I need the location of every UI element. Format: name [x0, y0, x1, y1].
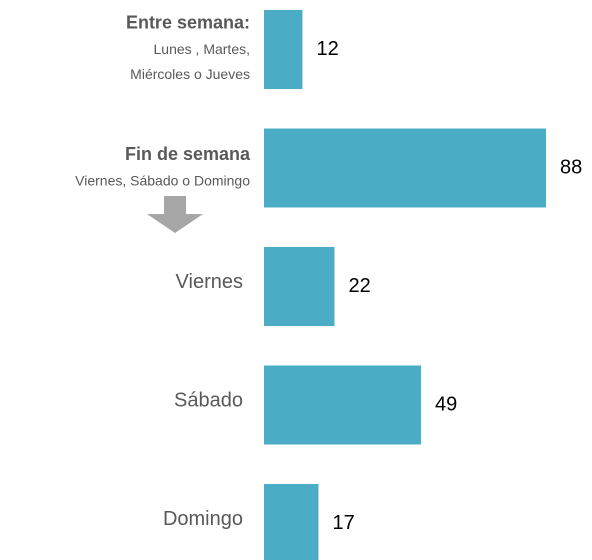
bar: [264, 10, 303, 89]
category-label: Sábado: [174, 389, 243, 411]
bar: [264, 484, 319, 560]
bar: [264, 128, 546, 208]
category-label: Entre semana:: [126, 12, 250, 32]
value-label: 49: [435, 393, 457, 415]
value-label: 12: [316, 38, 338, 60]
value-label: 17: [332, 512, 354, 534]
category-label: Domingo: [163, 508, 243, 530]
category-label: Fin de semana: [125, 144, 251, 164]
category-note: Miércoles o Jueves: [130, 66, 250, 82]
category-note: Lunes , Martes,: [154, 41, 251, 57]
arrow-down: [147, 196, 203, 233]
bar: [264, 247, 335, 326]
value-label: 88: [560, 156, 582, 178]
category-label: Viernes: [176, 271, 243, 293]
value-label: 22: [349, 275, 371, 297]
category-note: Viernes, Sábado o Domingo: [75, 173, 250, 189]
bar: [264, 365, 422, 445]
